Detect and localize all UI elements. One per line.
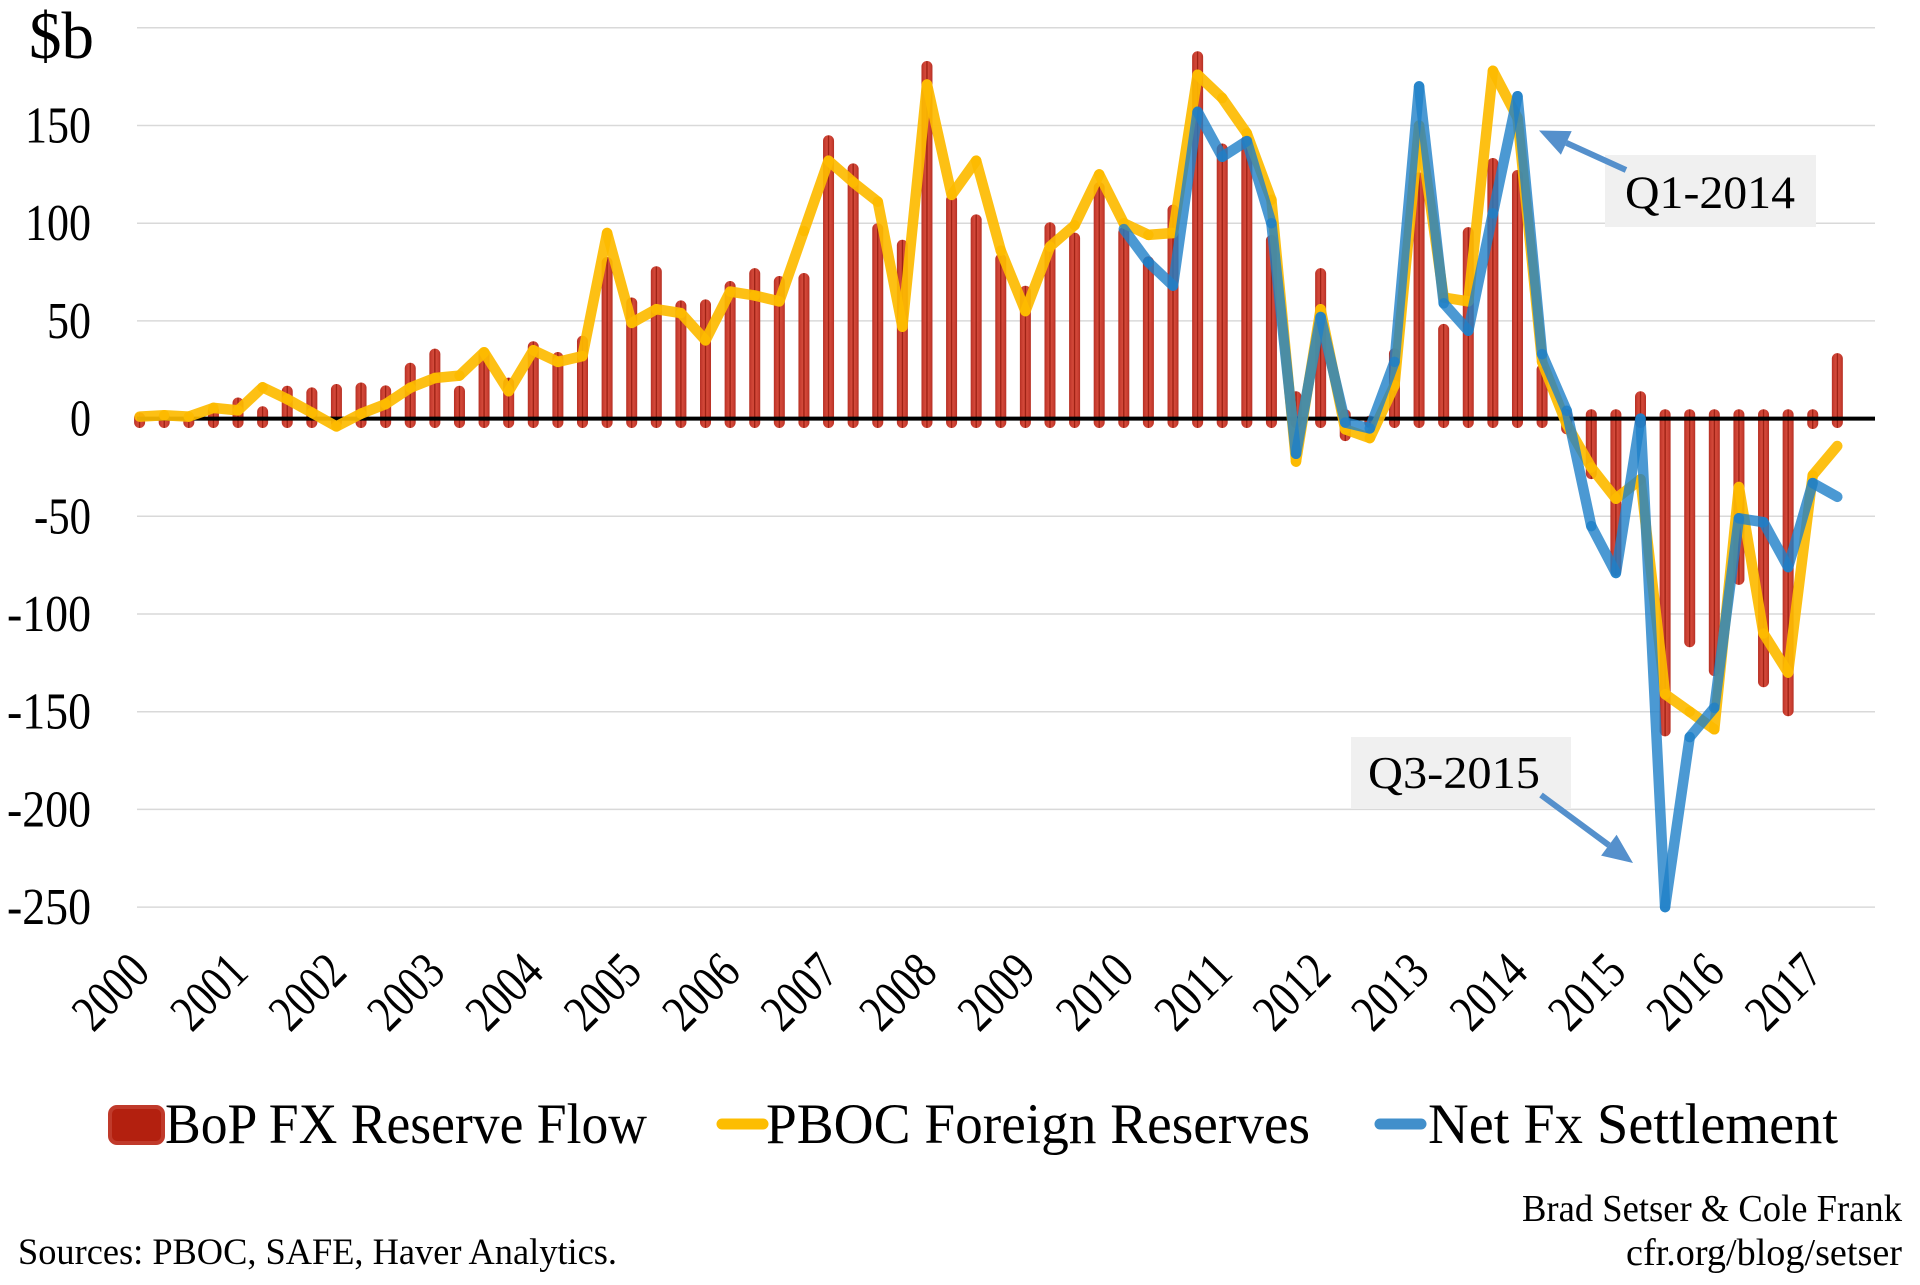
svg-text:-50: -50 [34, 488, 91, 545]
svg-text:Q1-2014: Q1-2014 [1625, 167, 1795, 219]
svg-text:50: 50 [47, 293, 91, 350]
svg-text:BoP FX Reserve Flow: BoP FX Reserve Flow [165, 1093, 647, 1156]
svg-text:0: 0 [70, 391, 91, 448]
svg-text:cfr.org/blog/setser: cfr.org/blog/setser [1626, 1232, 1902, 1274]
svg-text:150: 150 [25, 98, 91, 155]
svg-text:$b: $b [29, 0, 94, 73]
svg-text:-100: -100 [7, 586, 91, 643]
svg-text:PBOC Foreign Reserves: PBOC Foreign Reserves [766, 1093, 1310, 1156]
svg-text:Brad Setser & Cole Frank: Brad Setser & Cole Frank [1522, 1188, 1902, 1230]
svg-text:100: 100 [25, 195, 91, 252]
svg-text:-200: -200 [7, 781, 91, 838]
svg-text:Net Fx Settlement: Net Fx Settlement [1428, 1093, 1838, 1156]
svg-text:Q3-2015: Q3-2015 [1368, 748, 1540, 798]
svg-text:Sources: PBOC, SAFE, Haver Ana: Sources: PBOC, SAFE, Haver Analytics. [18, 1232, 617, 1273]
svg-text:-250: -250 [7, 879, 91, 936]
svg-text:-150: -150 [7, 684, 91, 741]
